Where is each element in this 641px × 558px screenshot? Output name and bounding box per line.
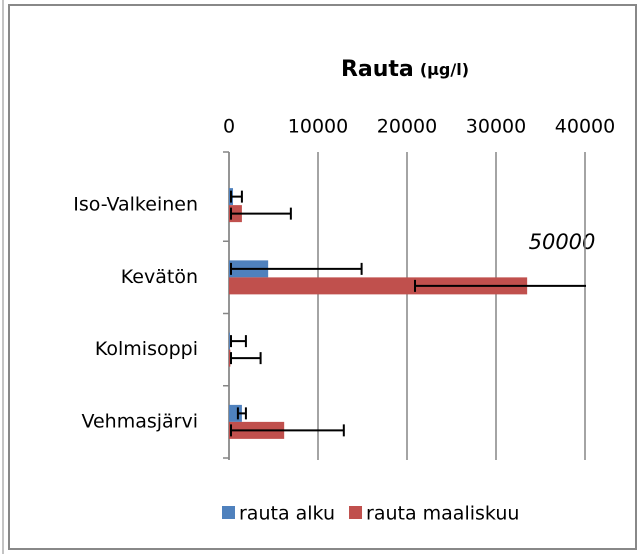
title-main: Rauta	[341, 57, 414, 82]
y-tick-label: Vehmasjärvi	[81, 410, 198, 432]
error-bar	[230, 207, 292, 220]
chart-border	[8, 4, 637, 550]
title-unit: (µg/l)	[420, 60, 469, 79]
y-tick-label: Iso-Valkeinen	[73, 194, 198, 216]
x-tick-label: 20000	[377, 116, 437, 138]
error-bar	[236, 407, 247, 420]
y-tick-label: Kevätön	[121, 266, 198, 288]
error-bar	[230, 335, 247, 348]
y-tick-label: Kolmisoppi	[95, 338, 198, 360]
bar	[229, 349, 231, 367]
x-tick-label: 40000	[555, 116, 615, 138]
error-bar	[230, 262, 363, 275]
chart-title: Rauta (µg/l)	[341, 57, 469, 82]
legend-label: rauta maaliskuu	[366, 503, 519, 525]
error-bar	[230, 190, 243, 203]
bar	[229, 277, 528, 295]
x-tick-label: 30000	[466, 116, 526, 138]
x-tick-label: 10000	[288, 116, 348, 138]
legend-swatch	[349, 506, 363, 519]
error-bar	[414, 279, 586, 292]
bar	[229, 332, 230, 350]
error-bar	[230, 424, 345, 437]
legend-label: rauta alku	[239, 503, 335, 525]
error-bar	[230, 352, 262, 365]
x-tick-label: 0	[223, 116, 235, 138]
legend-swatch	[222, 506, 235, 519]
